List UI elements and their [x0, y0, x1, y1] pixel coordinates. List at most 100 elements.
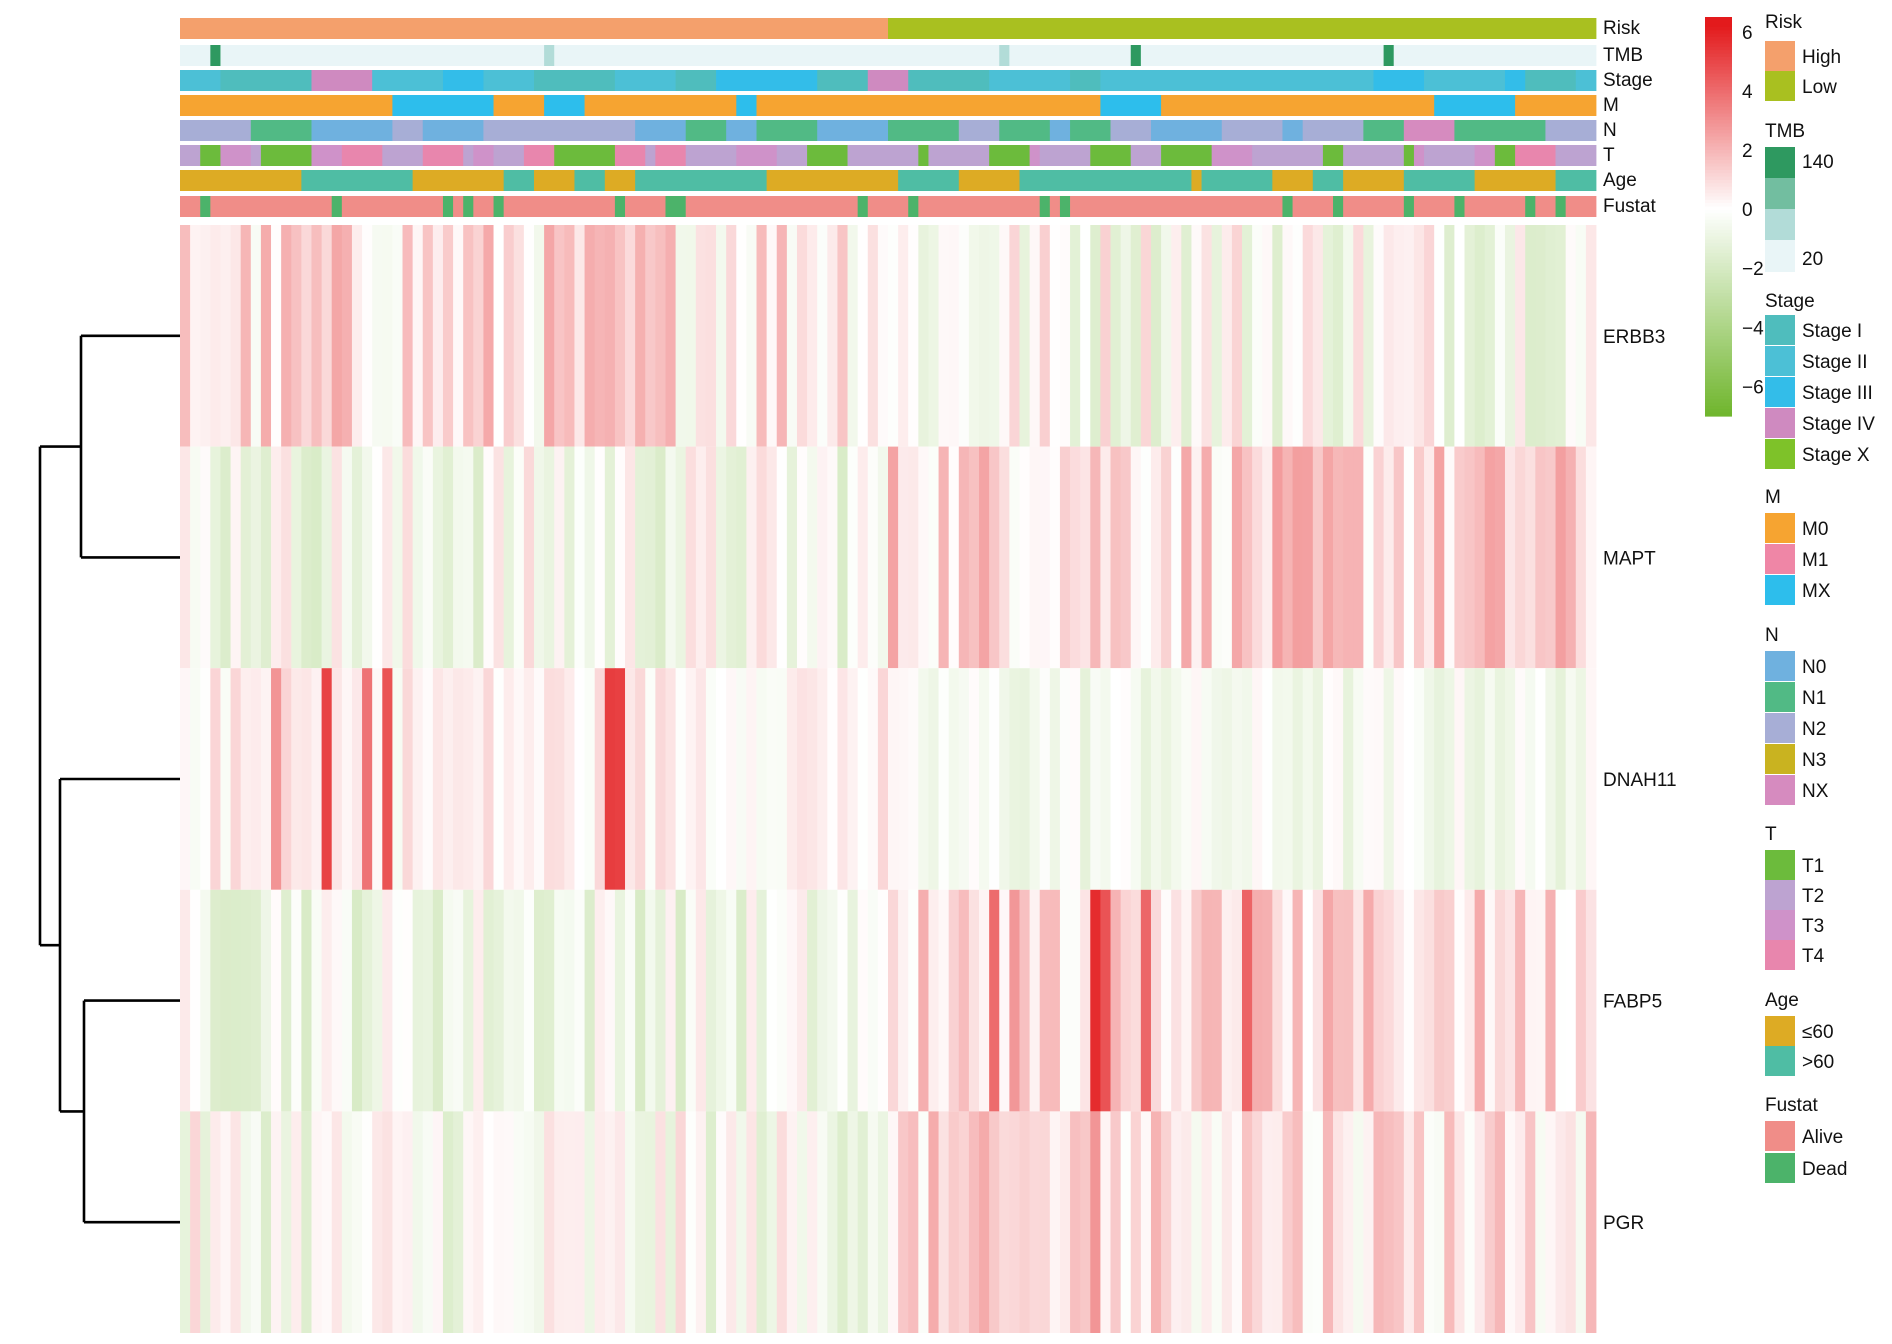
heatmap-cell — [857, 668, 869, 890]
annotation-cell — [1130, 145, 1162, 166]
heatmap-cell — [645, 1111, 656, 1333]
heatmap-cell — [574, 225, 585, 447]
colorbar-step — [1705, 186, 1732, 191]
heatmap-cell — [442, 1111, 454, 1333]
annotation-cell — [675, 70, 717, 91]
heatmap-cell — [1221, 225, 1233, 447]
legend-n: N N0 N1 N2 N3 NX — [1765, 625, 1829, 805]
colorbar-step — [1705, 399, 1732, 404]
heatmap-cell — [1555, 225, 1567, 447]
heatmap-cell — [1353, 889, 1364, 1112]
annotation-cell — [180, 120, 252, 141]
heatmap-cell — [1333, 889, 1344, 1112]
heatmap-cell — [1272, 1111, 1283, 1333]
annotation-cell — [635, 120, 687, 141]
heatmap-cell — [1322, 225, 1334, 447]
annotation-cell — [1393, 45, 1597, 66]
heatmap-cell — [291, 446, 302, 669]
legend-item-label: MX — [1802, 581, 1831, 602]
heatmap-cell — [1049, 446, 1061, 669]
track-risk — [180, 18, 1597, 39]
heatmap-cell — [1191, 668, 1202, 890]
heatmap-cell — [1191, 446, 1202, 669]
heatmap-cell — [1454, 446, 1465, 669]
heatmap-cell — [877, 225, 889, 447]
legend-swatch — [1765, 713, 1795, 743]
annotation-cell — [1019, 170, 1192, 191]
heatmap-cell — [1059, 1111, 1071, 1333]
heatmap-cell — [544, 668, 555, 890]
legend-item-label: T1 — [1802, 856, 1824, 877]
heatmap-cell — [402, 1111, 414, 1333]
annotation-cell — [311, 120, 393, 141]
heatmap-cell — [1110, 889, 1122, 1112]
heatmap-cell — [1262, 889, 1273, 1112]
legend-item-label: >60 — [1802, 1052, 1834, 1073]
annotation-cell — [958, 120, 1000, 141]
legend-m: M M0 M1 MX — [1765, 487, 1831, 605]
annotation-cell — [888, 18, 1597, 39]
heatmap-cell — [857, 225, 869, 447]
annotation-cell — [1454, 196, 1465, 217]
heatmap-cell — [1444, 446, 1455, 669]
heatmap-cell — [958, 446, 970, 669]
heatmap-cell — [1009, 225, 1020, 447]
heatmap-cell — [796, 446, 808, 669]
heatmap-cell — [544, 889, 555, 1112]
colorbar-step — [1705, 36, 1732, 41]
annotation-cell — [1515, 95, 1597, 116]
heatmap-cell — [1100, 889, 1111, 1112]
heatmap-cell — [362, 225, 373, 447]
heatmap-cell — [1424, 446, 1435, 669]
annotation-cell — [928, 145, 990, 166]
heatmap-cell — [979, 225, 990, 447]
heatmap-cell — [1161, 889, 1172, 1112]
heatmap-cell — [412, 1111, 424, 1333]
heatmap-cell — [523, 446, 535, 669]
heatmap-cell — [827, 889, 838, 1112]
legend-swatch — [1765, 1046, 1795, 1076]
heatmap-cell — [665, 889, 676, 1112]
heatmap-cell — [948, 668, 960, 890]
heatmap-cell — [1454, 1111, 1465, 1333]
annotation-cell — [220, 145, 252, 166]
heatmap-cell — [534, 889, 545, 1112]
heatmap-cell — [938, 889, 950, 1112]
heatmap-cell — [240, 668, 252, 890]
annotation-cell — [1525, 196, 1536, 217]
annotation-cell — [655, 145, 687, 166]
annotation-label-stage: Stage — [1603, 70, 1653, 91]
heatmap-cell — [968, 446, 980, 669]
colorbar-step — [1705, 253, 1732, 257]
heatmap-cell — [1525, 1111, 1536, 1333]
heatmap-cell — [1575, 225, 1587, 447]
annotation-cell — [483, 120, 636, 141]
colorbar-step — [1705, 359, 1732, 364]
annotation-cell — [503, 170, 535, 191]
heatmap-cell — [928, 225, 939, 447]
heatmap-cell — [1555, 889, 1567, 1112]
annotation-cell — [867, 70, 909, 91]
annotation-cell — [888, 120, 960, 141]
heatmap-cell — [705, 225, 717, 447]
heatmap-cell — [301, 1111, 312, 1333]
heatmap-cell — [200, 225, 211, 447]
heatmap-cell — [473, 1111, 484, 1333]
annotation-cell — [180, 196, 201, 217]
heatmap-cell — [240, 889, 252, 1112]
heatmap-cell — [625, 1111, 636, 1333]
colorbar-step — [1705, 20, 1732, 25]
heatmap-cell — [837, 1111, 848, 1333]
heatmap-cell — [554, 668, 565, 890]
annotation-cell — [736, 95, 757, 116]
heatmap-cell — [1150, 225, 1162, 447]
colorbar-tick-label: 2 — [1742, 141, 1753, 162]
annotation-cell — [1049, 196, 1061, 217]
annotation-cell — [210, 196, 333, 217]
heatmap-cell — [564, 1111, 575, 1333]
heatmap-cell — [594, 225, 606, 447]
heatmap-cell — [847, 889, 859, 1112]
colorbar-step — [1705, 203, 1732, 208]
heatmap-cell — [1130, 225, 1142, 447]
